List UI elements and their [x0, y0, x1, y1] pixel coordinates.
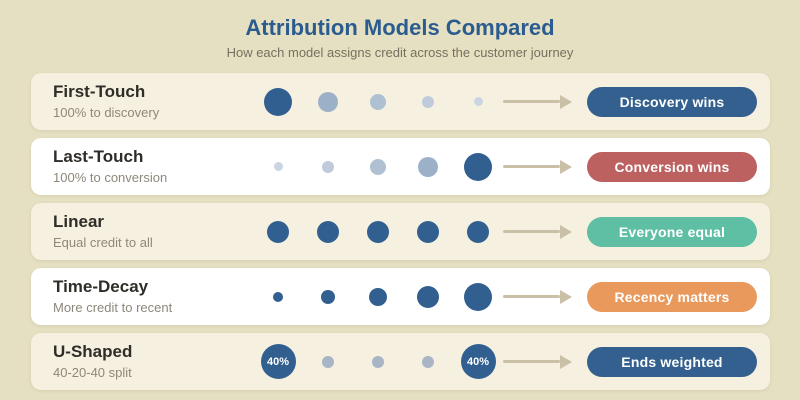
journey-dot-icon: [372, 355, 384, 368]
model-row-time-decay: Time-Decay More credit to recent Recency…: [31, 268, 770, 325]
journey-dot-icon: [370, 158, 386, 175]
journey-dot-icon: [367, 220, 389, 243]
model-name: First-Touch: [53, 82, 146, 101]
journey-dot-slot: [453, 97, 503, 106]
model-row-last-touch: Last-Touch 100% to conversion Conversion…: [31, 138, 770, 195]
model-name: Linear: [53, 212, 105, 231]
arrow-right-icon: [503, 159, 583, 174]
journey-dot-icon: [422, 95, 434, 108]
journey-dot-icon: [467, 220, 489, 243]
journey-dot-icon: [322, 355, 334, 368]
model-description: 100% to conversion: [53, 170, 168, 185]
arrow-right-icon: [503, 224, 583, 239]
arrow-head: [560, 94, 572, 109]
journey-dot-slot: [253, 220, 303, 243]
arrow-line: [503, 230, 560, 233]
journey-dot-icon: [464, 152, 492, 181]
journey-dot-slot: 40%: [253, 344, 303, 379]
arrow-line: [503, 295, 560, 298]
journey-dots: 40% 40%: [253, 344, 503, 379]
arrow-head: [560, 289, 572, 304]
journey-dot-slot: 40%: [453, 344, 503, 379]
journey-dot-slot: [453, 152, 503, 181]
result-badge: Conversion wins: [587, 151, 757, 182]
weighted-dot: 40%: [460, 344, 496, 379]
journey-dot-icon: [273, 291, 283, 302]
model-name: U-Shaped: [53, 342, 133, 361]
journey-dot-slot: [253, 87, 303, 116]
journey-dot-slot: [403, 355, 453, 368]
journey-dots: [253, 282, 503, 311]
journey-dot-slot: [353, 158, 403, 175]
arrow-right-icon: [503, 354, 583, 369]
journey-dot-icon: [273, 162, 283, 171]
model-info: Linear Equal credit to all: [53, 212, 253, 251]
arrow-right-icon: [503, 289, 583, 304]
journey-dot-slot: [253, 291, 303, 302]
model-row-first-touch: First-Touch 100% to discovery Discovery …: [31, 73, 770, 130]
model-name: Last-Touch: [53, 147, 144, 166]
journey-dot-icon: [370, 93, 386, 110]
journey-dot-slot: [303, 91, 353, 112]
arrow-line: [503, 165, 560, 168]
model-row-u-shaped: U-Shaped 40-20-40 split 40% 40% Ends weig…: [31, 333, 770, 390]
model-info: First-Touch 100% to discovery: [53, 82, 253, 121]
page-title: Attribution Models Compared: [245, 15, 555, 40]
journey-dot-icon: [417, 285, 439, 308]
journey-dot-slot: [403, 220, 453, 243]
journey-dot-icon: [369, 287, 387, 306]
result-badge: Recency matters: [587, 281, 757, 312]
journey-dot-slot: [403, 285, 453, 308]
model-info: U-Shaped 40-20-40 split: [53, 342, 253, 381]
model-name: Time-Decay: [53, 277, 149, 296]
journey-dot-slot: [303, 289, 353, 304]
journey-dots: [253, 87, 503, 116]
journey-dot-slot: [353, 355, 403, 368]
journey-dot-icon: [422, 355, 434, 368]
journey-dot-icon: [321, 289, 335, 304]
journey-dot-icon: [267, 220, 289, 243]
journey-dot-slot: [303, 220, 353, 243]
journey-dot-slot: [253, 162, 303, 171]
journey-dot-slot: [453, 282, 503, 311]
arrow-head: [560, 224, 572, 239]
journey-dot-icon: [317, 220, 339, 243]
model-info: Time-Decay More credit to recent: [53, 277, 253, 316]
journey-dot-slot: [353, 93, 403, 110]
page-subtitle: How each model assigns credit across the…: [226, 45, 574, 60]
journey-dot-icon: [417, 220, 439, 243]
model-row-linear: Linear Equal credit to all Everyone equa…: [31, 203, 770, 260]
arrow-head: [560, 159, 572, 174]
result-badge: Ends weighted: [587, 346, 757, 377]
weighted-dot: 40%: [260, 344, 296, 379]
journey-dot-slot: [303, 355, 353, 368]
infographic-header: Attribution Models Compared How each mod…: [0, 0, 800, 73]
journey-dot-slot: [303, 160, 353, 173]
result-badge: Everyone equal: [587, 216, 757, 247]
model-rows: First-Touch 100% to discovery Discovery …: [0, 73, 800, 390]
journey-dot-slot: [353, 220, 403, 243]
journey-dot-icon: [318, 91, 338, 112]
model-description: Equal credit to all: [53, 235, 153, 250]
journey-dot-slot: [353, 287, 403, 306]
model-description: 100% to discovery: [53, 105, 160, 120]
model-info: Last-Touch 100% to conversion: [53, 147, 253, 186]
arrow-line: [503, 100, 560, 103]
journey-dot-slot: [403, 156, 453, 177]
model-description: More credit to recent: [53, 300, 173, 315]
journey-dot-icon: [264, 87, 292, 116]
journey-dot-slot: [453, 220, 503, 243]
arrow-right-icon: [503, 94, 583, 109]
journey-dot-slot: [403, 95, 453, 108]
arrow-head: [560, 354, 572, 369]
arrow-line: [503, 360, 560, 363]
journey-dot-icon: [464, 282, 492, 311]
model-description: 40-20-40 split: [53, 365, 132, 380]
journey-dot-icon: [418, 156, 438, 177]
result-badge: Discovery wins: [587, 86, 757, 117]
journey-dots: [253, 152, 503, 181]
journey-dot-icon: [473, 97, 483, 106]
journey-dot-icon: [322, 160, 334, 173]
journey-dots: [253, 220, 503, 243]
